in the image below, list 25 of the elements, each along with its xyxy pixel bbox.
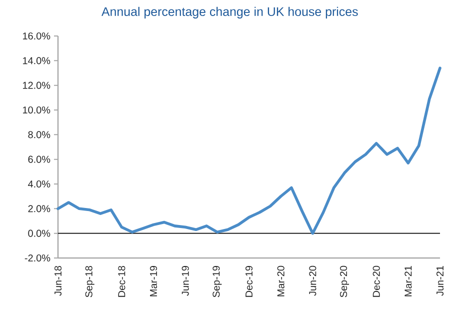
y-tick-label: 14.0% [22,57,50,64]
x-tick-label: Dec-18 [118,266,126,297]
y-tick-label: 6.0% [28,156,50,163]
x-tick-label: Dec-19 [245,266,253,297]
x-tick-label: Mar-21 [404,266,412,296]
x-tick-label: Jun-18 [54,266,62,296]
x-tick-label: Sep-19 [212,266,222,298]
x-tick-label: Jun-20 [309,266,316,296]
y-tick-label: 4.0% [28,180,50,188]
y-tick-label: 10.0% [22,106,50,114]
y-tick-label: 2.0% [28,205,50,212]
x-tick-label: Mar-20 [277,266,284,296]
y-tick-label: 8.0% [28,131,50,138]
y-tick-label: 16.0% [22,32,50,40]
x-tick-label: Mar-19 [150,266,158,296]
line-series [56,66,442,235]
y-tick-label: -2.0% [24,254,50,262]
x-tick-label: Jun-19 [182,266,189,296]
x-tick-label: Sep-20 [340,266,350,298]
y-tick-label: 12.0% [22,82,50,89]
x-tick-label: Jun-21 [436,266,444,296]
y-tick-label: 0.0% [28,230,50,237]
x-tick-label: Dec-20 [372,266,380,297]
chart-title: Annual percentage change in UK house prices [102,6,358,18]
x-tick-label: Sep-18 [85,266,94,298]
